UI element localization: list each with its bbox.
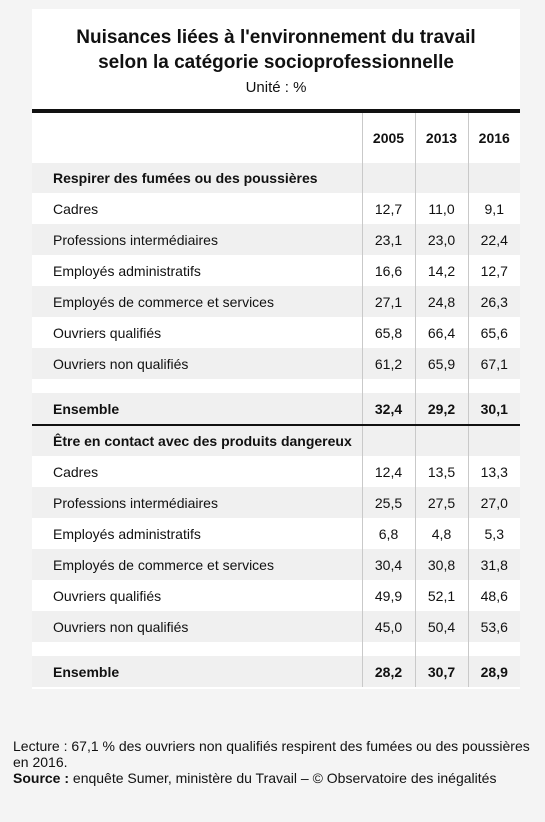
cell-value: 13,3 bbox=[468, 456, 520, 487]
cell-value: 5,3 bbox=[468, 518, 520, 549]
table-row: Employés de commerce et services 30,4 30… bbox=[32, 549, 520, 580]
data-table: 2005 2013 2016 Respirer des fumées ou de… bbox=[32, 109, 520, 687]
row-label: Ouvriers qualifiés bbox=[32, 317, 363, 348]
table-row: Employés de commerce et services 27,1 24… bbox=[32, 286, 520, 317]
reading-note: Lecture : 67,1 % des ouvriers non qualif… bbox=[13, 738, 530, 770]
source-note: Source : enquête Sumer, ministère du Tra… bbox=[13, 770, 533, 786]
section-heading-row: Être en contact avec des produits danger… bbox=[32, 425, 520, 456]
cell-value: 50,4 bbox=[415, 611, 469, 642]
total-label: Ensemble bbox=[32, 656, 363, 687]
cell-value: 9,1 bbox=[468, 193, 520, 224]
table-row: Ouvriers non qualifiés 61,2 65,9 67,1 bbox=[32, 348, 520, 379]
spacer-row bbox=[32, 379, 520, 393]
page-title: Nuisances liées à l'environnement du tra… bbox=[36, 9, 516, 75]
table-row: Ouvriers non qualifiés 45,0 50,4 53,6 bbox=[32, 611, 520, 642]
cell-value: 30,8 bbox=[415, 549, 469, 580]
cell-value: 24,8 bbox=[415, 286, 469, 317]
cell-value: 16,6 bbox=[362, 255, 416, 286]
cell-value: 27,1 bbox=[362, 286, 416, 317]
row-label: Professions intermédiaires bbox=[32, 224, 363, 255]
title-line-1: Nuisances liées à l'environnement du tra… bbox=[76, 27, 476, 48]
cell-value: 49,9 bbox=[362, 580, 416, 611]
cell-value: 53,6 bbox=[468, 611, 520, 642]
cell-value: 12,7 bbox=[362, 193, 416, 224]
row-label: Employés de commerce et services bbox=[32, 549, 363, 580]
cell-value: 45,0 bbox=[362, 611, 416, 642]
source-text: enquête Sumer, ministère du Travail – © … bbox=[69, 770, 497, 786]
header-empty-cell bbox=[32, 111, 363, 163]
cell-value: 23,0 bbox=[415, 224, 469, 255]
cell-value: 66,4 bbox=[415, 317, 469, 348]
section-heading: Être en contact avec des produits danger… bbox=[32, 425, 363, 456]
cell-value: 12,7 bbox=[468, 255, 520, 286]
table-row: Employés administratifs 6,8 4,8 5,3 bbox=[32, 518, 520, 549]
table-row: Ouvriers qualifiés 65,8 66,4 65,6 bbox=[32, 317, 520, 348]
source-label: Source : bbox=[13, 770, 70, 786]
row-label: Cadres bbox=[32, 456, 363, 487]
cell-value: 61,2 bbox=[362, 348, 416, 379]
cell-value: 6,8 bbox=[362, 518, 416, 549]
cell-value: 22,4 bbox=[468, 224, 520, 255]
cell-value: 65,9 bbox=[415, 348, 469, 379]
spacer-row bbox=[32, 642, 520, 656]
total-value: 29,2 bbox=[415, 393, 469, 426]
cell-value: 23,1 bbox=[362, 224, 416, 255]
table-row: Cadres 12,7 11,0 9,1 bbox=[32, 193, 520, 224]
total-value: 28,9 bbox=[468, 656, 520, 687]
total-value: 32,4 bbox=[362, 393, 416, 426]
total-label: Ensemble bbox=[32, 393, 363, 426]
cell-value: 27,5 bbox=[415, 487, 469, 518]
table-card: Nuisances liées à l'environnement du tra… bbox=[32, 9, 520, 689]
footer-notes: Lecture : 67,1 % des ouvriers non qualif… bbox=[13, 738, 533, 786]
total-value: 28,2 bbox=[362, 656, 416, 687]
cell-value: 11,0 bbox=[415, 193, 469, 224]
cell-value: 65,8 bbox=[362, 317, 416, 348]
column-header-2013: 2013 bbox=[415, 111, 469, 163]
column-header-2016: 2016 bbox=[468, 111, 520, 163]
section-heading-row: Respirer des fumées ou des poussières bbox=[32, 163, 520, 193]
row-label: Cadres bbox=[32, 193, 363, 224]
unit-label: Unité : % bbox=[245, 79, 307, 96]
cell-value: 30,4 bbox=[362, 549, 416, 580]
table-row: Professions intermédiaires 23,1 23,0 22,… bbox=[32, 224, 520, 255]
cell-value: 4,8 bbox=[415, 518, 469, 549]
row-label: Ouvriers qualifiés bbox=[32, 580, 363, 611]
total-value: 30,7 bbox=[415, 656, 469, 687]
table-row: Cadres 12,4 13,5 13,3 bbox=[32, 456, 520, 487]
row-label: Professions intermédiaires bbox=[32, 487, 363, 518]
cell-value: 52,1 bbox=[415, 580, 469, 611]
cell-value: 14,2 bbox=[415, 255, 469, 286]
cell-value: 27,0 bbox=[468, 487, 520, 518]
cell-value: 12,4 bbox=[362, 456, 416, 487]
total-value: 30,1 bbox=[468, 393, 520, 426]
cell-value: 25,5 bbox=[362, 487, 416, 518]
total-row: Ensemble 28,2 30,7 28,9 bbox=[32, 656, 520, 687]
cell-value: 31,8 bbox=[468, 549, 520, 580]
table-row: Ouvriers qualifiés 49,9 52,1 48,6 bbox=[32, 580, 520, 611]
cell-value: 13,5 bbox=[415, 456, 469, 487]
row-label: Ouvriers non qualifiés bbox=[32, 348, 363, 379]
table-row: Professions intermédiaires 25,5 27,5 27,… bbox=[32, 487, 520, 518]
cell-value: 65,6 bbox=[468, 317, 520, 348]
column-header-2005: 2005 bbox=[362, 111, 416, 163]
row-label: Employés de commerce et services bbox=[32, 286, 363, 317]
header-row: 2005 2013 2016 bbox=[32, 111, 520, 163]
section-heading: Respirer des fumées ou des poussières bbox=[32, 163, 363, 193]
title-line-2: selon la catégorie socioprofessionnelle bbox=[98, 52, 454, 73]
row-label: Employés administratifs bbox=[32, 518, 363, 549]
row-label: Ouvriers non qualifiés bbox=[32, 611, 363, 642]
cell-value: 26,3 bbox=[468, 286, 520, 317]
table-row: Employés administratifs 16,6 14,2 12,7 bbox=[32, 255, 520, 286]
row-label: Employés administratifs bbox=[32, 255, 363, 286]
cell-value: 67,1 bbox=[468, 348, 520, 379]
cell-value: 48,6 bbox=[468, 580, 520, 611]
total-row: Ensemble 32,4 29,2 30,1 bbox=[32, 393, 520, 426]
